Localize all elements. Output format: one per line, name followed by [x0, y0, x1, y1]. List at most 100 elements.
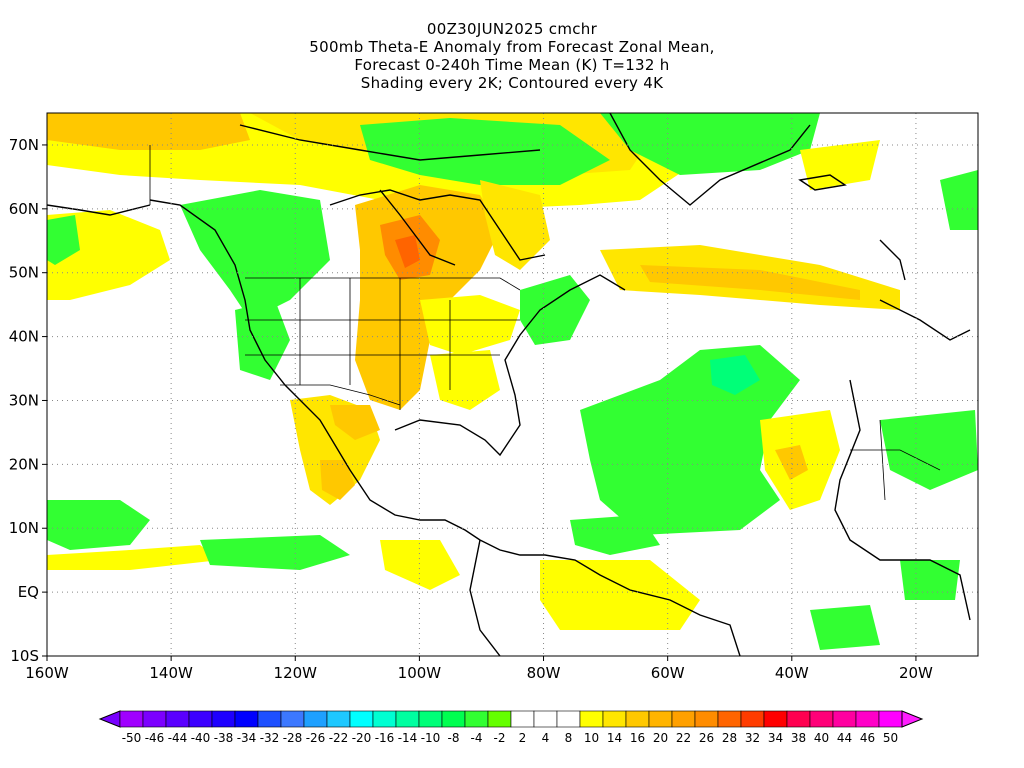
colorbar-label: -14 [398, 731, 418, 745]
colorbar-label: -2 [494, 731, 506, 745]
shade-colombia-yellow [380, 540, 460, 590]
coast-south-america-west [469, 539, 501, 656]
coast-iceland [798, 174, 847, 191]
colorbar-swatch [280, 710, 305, 728]
shade-southeast-yellow [430, 350, 500, 410]
shade-pacific-green [47, 215, 80, 265]
colorbar-swatch [786, 710, 811, 728]
title-line-1: 00Z30JUN2025 cmchr [426, 20, 598, 38]
colorbar-swatch [855, 710, 880, 728]
colorbar-swatch [188, 710, 213, 728]
shade-tpacific-yellow [47, 545, 220, 570]
border-us-states-h [245, 319, 520, 356]
lat-axis-labels: 70N 60N 50N 40N 30N 20N 10N EQ 10S [9, 136, 47, 665]
coast-iberia [879, 299, 971, 341]
lat-tick-label: 40N [9, 328, 39, 346]
lon-tick-label: 100W [398, 664, 442, 682]
colorbar-swatch [487, 710, 512, 728]
shade-tpacific-green2 [200, 535, 350, 570]
coast-hudson-bay [379, 189, 456, 266]
colorbar-swatch [510, 710, 535, 728]
shade-atlantic-green [580, 345, 800, 535]
colorbar-arrow-left [98, 710, 121, 728]
coast-alaska [47, 204, 151, 216]
shade-atlantic-cyclone [710, 355, 760, 395]
colorbar-label: 40 [814, 731, 829, 745]
colorbar-label: 14 [607, 731, 622, 745]
lat-tick-label: 70N [9, 136, 39, 154]
colorbar-label: -16 [375, 731, 395, 745]
shade-europe-green [940, 170, 978, 230]
lon-tick-label: 40W [775, 664, 809, 682]
colorbar-label: -32 [260, 731, 280, 745]
shade-quebec-yellow [480, 180, 550, 270]
shade-wcanada-green [180, 190, 330, 320]
shade-arctic-green [360, 118, 610, 185]
colorbar-swatch [809, 710, 834, 728]
shade-arctic-orange [47, 113, 250, 150]
lat-tick-label: 10N [9, 519, 39, 537]
coastlines [47, 113, 971, 656]
lat-tick-label: 60N [9, 200, 39, 218]
colorbar-label: -50 [122, 731, 142, 745]
colorbar-label: 44 [837, 731, 852, 745]
colorbar-swatch [533, 710, 558, 728]
colorbar-label: 28 [722, 731, 737, 745]
anomaly-shading [47, 113, 978, 650]
colorbar-label: 50 [883, 731, 898, 745]
shade-hudson-core [395, 235, 420, 268]
colorbar-label: -46 [145, 731, 165, 745]
colorbar-swatch [671, 710, 696, 728]
lon-tick-label: 120W [274, 664, 318, 682]
colorbar-label: -4 [471, 731, 483, 745]
colorbar-swatch [119, 710, 144, 728]
shade-satlantic-green [810, 605, 880, 650]
colorbar-label: 16 [630, 731, 645, 745]
coast-south-america-north [479, 539, 741, 656]
colorbar-swatch [165, 710, 190, 728]
colorbar-swatch [142, 710, 167, 728]
colorbar-label: -34 [237, 731, 257, 745]
coast-gulf-east [394, 274, 626, 457]
shade-guiana-green [570, 515, 660, 555]
colorbar-label: 2 [519, 731, 527, 745]
colorbar-swatch [694, 710, 719, 728]
colorbar-swatch [602, 710, 627, 728]
colorbar-swatch [372, 710, 397, 728]
colorbar-label: 22 [676, 731, 691, 745]
gridlines [47, 113, 978, 656]
colorbar-label: -22 [329, 731, 349, 745]
shade-mexico-orange [330, 405, 380, 440]
lon-tick-label: 140W [149, 664, 193, 682]
coast-british-isles [879, 239, 906, 281]
colorbar-swatch [441, 710, 466, 728]
coast-hudson [329, 189, 546, 261]
colorbar-swatch [740, 710, 765, 728]
border-africa [850, 419, 941, 501]
lat-tick-label: 50N [9, 264, 39, 282]
shade-samerica-yellow [540, 560, 700, 630]
colorbar-swatch [418, 710, 443, 728]
lon-axis-labels: 160W140W120W100W80W60W40W20W0 [25, 656, 933, 682]
shade-eastatl-orange [775, 445, 808, 480]
colorbar-label: -28 [283, 731, 303, 745]
colorbar-swatch [832, 710, 857, 728]
colorbar-label: 8 [565, 731, 573, 745]
shade-newengland-green [520, 275, 590, 345]
colorbar-swatch [349, 710, 374, 728]
lat-tick-label: 30N [9, 391, 39, 409]
shade-atlantic-band-core [640, 265, 860, 300]
colorbar-label: 34 [768, 731, 783, 745]
lon-tick-label: 20W [899, 664, 933, 682]
shade-iceland-yellow [800, 140, 880, 190]
colorbar-label: -40 [191, 731, 211, 745]
colorbar-label: 4 [542, 731, 550, 745]
colorbar-swatch [763, 710, 788, 728]
shade-tpacific-green [47, 500, 150, 550]
shade-greatlakes-yellow [420, 295, 520, 355]
colorbar-swatch [717, 710, 742, 728]
colorbar-swatch [211, 710, 236, 728]
lat-tick-label: EQ [18, 583, 39, 601]
shade-africa-green [880, 410, 978, 490]
